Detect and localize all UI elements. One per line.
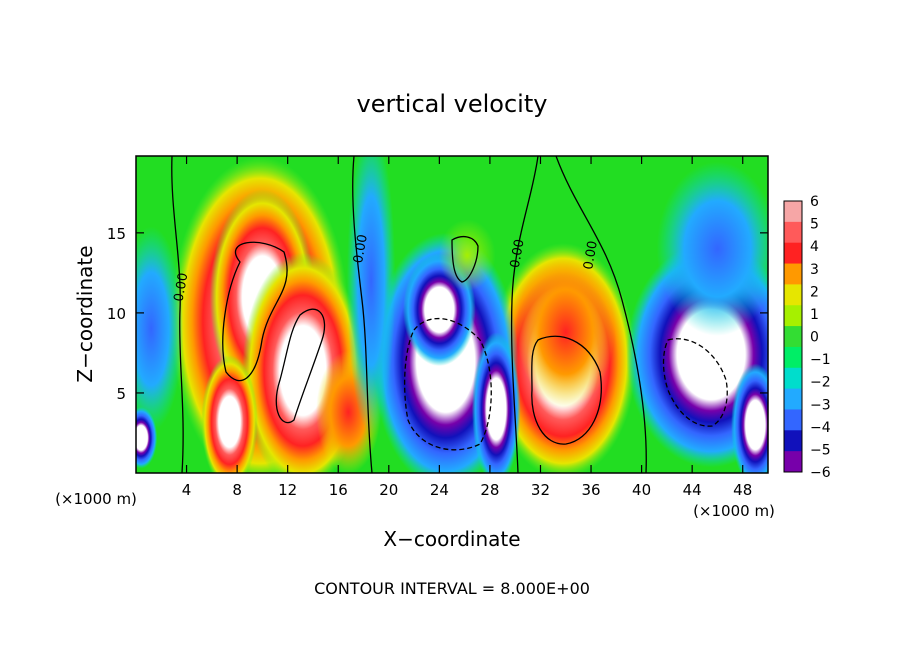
colorbar-tick-label: 2 [810,284,819,300]
contour-label: 0.00 [172,272,192,303]
contour-interval-footer: CONTOUR INTERVAL = 8.000E+00 [314,579,590,598]
colorbar-tick-label: −1 [810,352,831,368]
colorbar-tick-label: 0 [810,330,819,346]
x-tick-label: 12 [278,481,297,499]
colorbar-swatch [784,284,802,306]
x-tick-label: 16 [329,481,348,499]
y-tick-label: 15 [107,225,126,243]
colorbar-swatch [784,367,802,390]
x-tick-label: 20 [379,481,398,499]
colorbar-tick-label: −4 [810,420,831,436]
heatmap-cell [471,332,521,473]
contour-labels: 0.00 0.00 0.00 0.00 [172,233,601,303]
x-tick-label: 8 [232,481,242,499]
x-tick-label: 4 [182,481,192,499]
x-axis-label: X−coordinate [383,527,520,551]
chart-title: vertical velocity [357,90,548,118]
x-tick-label: 32 [531,481,550,499]
plot-frame [135,155,769,474]
y-axis-ticks: 5 10 15 [107,225,768,403]
positive-contour-line [275,308,326,424]
colorbar-swatch [784,326,802,348]
positive-contour-line [531,335,602,445]
y-tick-label: 5 [116,385,126,403]
heatmap-cells [136,156,768,473]
zero-contour-line [555,156,647,473]
heatmap-cell [136,407,158,469]
zero-contour-line [510,156,539,473]
heatmap-cell [656,161,768,336]
colorbar-tick-label: 4 [810,239,819,255]
colorbar-tick-label: 3 [810,262,819,278]
colorbar-swatch [784,430,802,452]
contour-label: 0.00 [351,233,371,264]
negative-contour-line [662,338,728,427]
x-tick-label: 36 [581,481,600,499]
x-unit-label-left: (×1000 m) [55,490,137,508]
x-tick-label: 48 [733,481,752,499]
heatmap-cell [346,156,396,435]
colorbar-swatch [784,263,802,285]
y-axis-label: Z−coordinate [73,245,97,382]
colorbar-tick-label: 6 [810,194,819,210]
colorbar-tick-label: −2 [810,375,831,391]
colorbar-swatch [784,201,802,223]
heatmap-cell [136,226,184,432]
colorbar-swatch [784,221,802,244]
colorbar-tick-label: 1 [810,307,819,323]
weak-contour-line [451,235,479,283]
colorbar-swatch [784,388,802,410]
contour-label: 0.00 [581,240,601,271]
colorbar-swatch [784,409,802,431]
colorbar-swatch [784,346,802,369]
heatmap-cell [731,363,768,473]
x-tick-label: 24 [430,481,449,499]
colorbar: 6 5 4 3 2 1 0 −1 −2 −3 −4 −5 −6 [783,194,831,481]
contour-label: 0.00 [508,238,528,269]
positive-contour-line [222,241,288,382]
zero-contour-line [352,156,373,473]
x-tick-label: 28 [480,481,499,499]
plot-area: 0.00 0.00 0.00 0.00 [135,155,769,474]
colorbar-tick-label: −5 [810,442,831,458]
colorbar-tick-label: −3 [810,397,831,413]
zero-contour-line [171,156,184,473]
colorbar-tick-label: −6 [810,465,831,481]
colorbar-swatch [784,451,802,473]
contour-lines [171,156,728,473]
x-tick-label: 44 [683,481,702,499]
y-tick-label: 10 [107,305,126,323]
colorbar-tick-label: 5 [810,217,819,233]
heatmap-cell [517,255,615,409]
colorbar-frame [783,200,803,473]
heatmap-cell [438,219,496,292]
x-unit-label-right: (×1000 m) [693,502,775,520]
x-tick-label: 40 [632,481,651,499]
colorbar-swatch [784,242,802,265]
colorbar-swatch [784,305,802,327]
x-axis-ticks: 4 8 12 16 20 24 28 32 36 40 44 48 [182,156,752,499]
negative-contour-line [403,317,492,451]
heatmap-cell [201,355,258,473]
